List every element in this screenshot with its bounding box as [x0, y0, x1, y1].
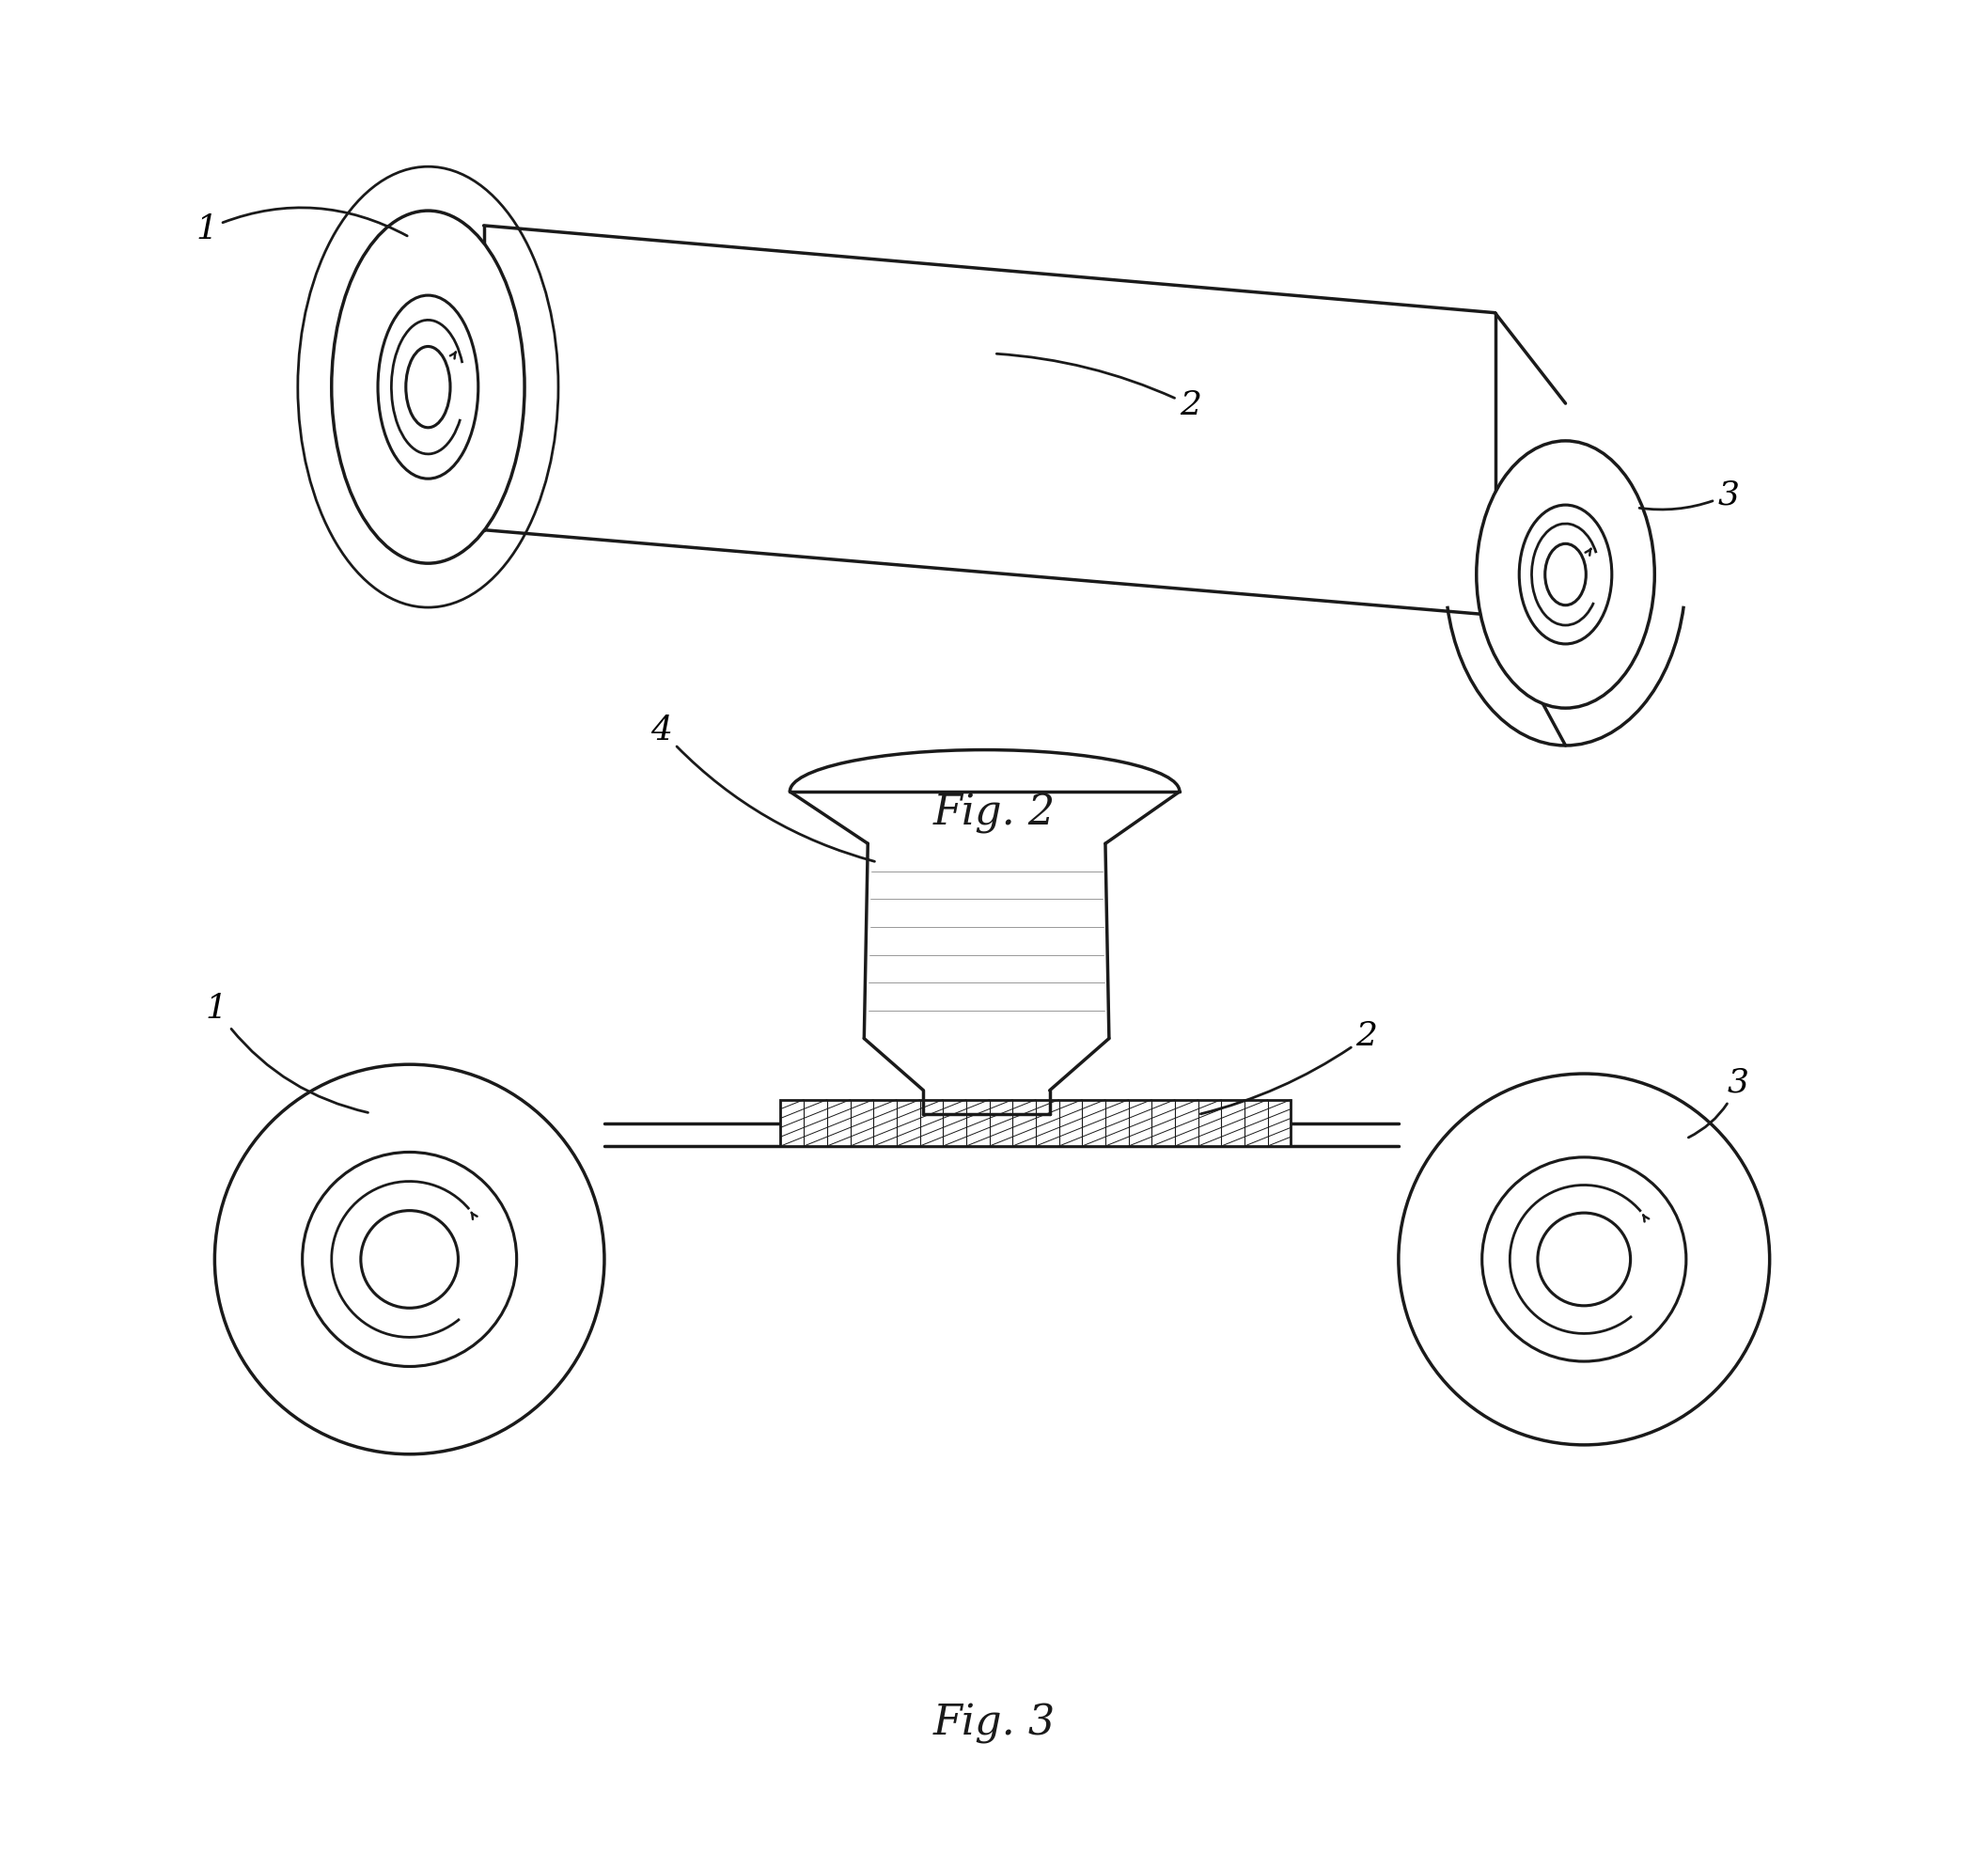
Text: Fig. 3: Fig. 3 [932, 1703, 1056, 1744]
Text: 2: 2 [996, 353, 1201, 421]
Text: Fig. 2: Fig. 2 [932, 794, 1056, 834]
Ellipse shape [302, 1151, 517, 1366]
Ellipse shape [298, 166, 559, 607]
Ellipse shape [1477, 441, 1654, 708]
Ellipse shape [1545, 544, 1586, 606]
Text: 3: 3 [1688, 1067, 1749, 1138]
Ellipse shape [360, 1211, 457, 1308]
Ellipse shape [1537, 1213, 1630, 1306]
Text: 1: 1 [205, 992, 368, 1112]
Ellipse shape [406, 346, 449, 428]
Ellipse shape [378, 295, 479, 478]
Text: 4: 4 [650, 714, 875, 862]
Text: 2: 2 [1201, 1020, 1378, 1114]
Text: 1: 1 [197, 207, 408, 245]
Bar [781, 1099, 1290, 1146]
Text: 3: 3 [1640, 478, 1740, 510]
Ellipse shape [1398, 1073, 1769, 1445]
Ellipse shape [1519, 505, 1612, 645]
Ellipse shape [215, 1065, 604, 1454]
Ellipse shape [332, 211, 525, 563]
Ellipse shape [1481, 1157, 1686, 1361]
